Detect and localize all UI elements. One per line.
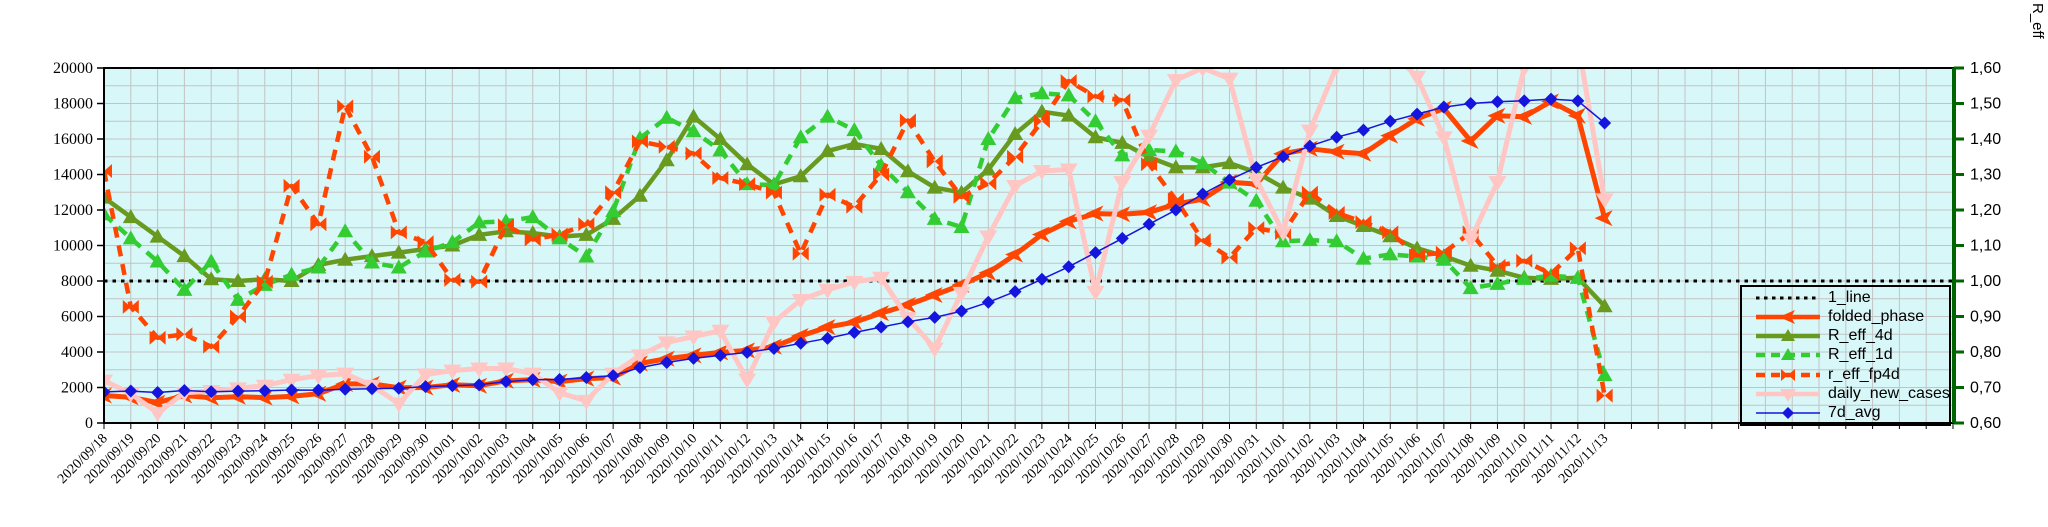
svg-text:1,20: 1,20: [1970, 202, 2001, 219]
right-axis: 0,60 0,70 0,80 0,90 1,00 1,10 1,20 1,30 1,40 1,50…: [1952, 60, 2001, 432]
legend-label-R_eff_4d: R_eff_4d: [1828, 327, 1893, 345]
legend-item-R_eff_1d: R_eff_1d: [1742, 346, 1949, 364]
legend-swatch-r_eff_fp4d: [1756, 368, 1820, 381]
legend-swatch-daily_new_cases: [1756, 389, 1820, 403]
legend-swatch-folded_phase: [1756, 309, 1820, 324]
left-axis: 0 2000 4000 6000 8000 10000 12000 14000 16000 180…: [53, 60, 104, 432]
series-7d_avg: [104, 92, 1612, 399]
svg-text:1,30: 1,30: [1970, 167, 2001, 184]
svg-text:0,60: 0,60: [1970, 415, 2001, 432]
legend-item-7d_avg: 7d_avg: [1742, 404, 1949, 422]
svg-text:1,60: 1,60: [1970, 60, 2001, 77]
svg-text:1,50: 1,50: [1970, 96, 2001, 113]
svg-text:1,00: 1,00: [1970, 273, 2001, 290]
legend-label-7d_avg: 7d_avg: [1828, 404, 1881, 422]
svg-text:16000: 16000: [53, 131, 93, 148]
svg-text:12000: 12000: [53, 202, 93, 219]
x-axis: 2020/09/182020/09/192020/09/202020/09/21…: [55, 423, 1954, 487]
legend-item-folded_phase: folded_phase: [1742, 308, 1949, 326]
svg-text:10000: 10000: [53, 238, 93, 255]
svg-text:1,10: 1,10: [1970, 238, 2001, 255]
legend-label-daily_new_cases: daily_new_cases: [1828, 385, 1950, 403]
legend-label-r_eff_fp4d: r_eff_fp4d: [1828, 365, 1900, 383]
svg-text:0,70: 0,70: [1970, 380, 2001, 397]
legend-swatch-R_eff_4d: [1756, 329, 1820, 342]
right-axis-title: R_eff: [2029, 3, 2046, 39]
legend-item-R_eff_4d: R_eff_4d: [1742, 327, 1949, 345]
series-R_eff_1d: [104, 85, 1613, 382]
svg-text:1,40: 1,40: [1970, 131, 2001, 148]
svg-text:0: 0: [85, 415, 93, 432]
svg-text:8000: 8000: [61, 273, 93, 290]
legend-swatch-1_line: [1756, 296, 1820, 300]
series-layer: [104, 68, 1953, 422]
svg-text:4000: 4000: [61, 344, 93, 361]
svg-text:2000: 2000: [61, 380, 93, 397]
legend-swatch-7d_avg: [1756, 407, 1820, 420]
svg-text:0,80: 0,80: [1970, 344, 2001, 361]
legend-item-r_eff_fp4d: r_eff_fp4d: [1742, 366, 1949, 384]
legend: 1_line folded_phase R_eff_4d R_eff_1d r_eff_…: [1740, 285, 1951, 426]
legend-item-daily_new_cases: daily_new_cases: [1742, 385, 1950, 403]
legend-label-1_line: 1_line: [1828, 288, 1871, 306]
legend-item-1_line: 1_line: [1742, 289, 1949, 307]
legend-label-folded_phase: folded_phase: [1828, 307, 1925, 325]
svg-text:20000: 20000: [53, 60, 93, 77]
svg-text:14000: 14000: [53, 167, 93, 184]
legend-label-R_eff_1d: R_eff_1d: [1828, 346, 1893, 364]
series-daily_new_cases: [104, 68, 1614, 422]
svg-text:6000: 6000: [61, 309, 93, 326]
svg-text:18000: 18000: [53, 96, 93, 113]
legend-swatch-R_eff_1d: [1756, 348, 1820, 361]
svg-text:0,90: 0,90: [1970, 309, 2001, 326]
